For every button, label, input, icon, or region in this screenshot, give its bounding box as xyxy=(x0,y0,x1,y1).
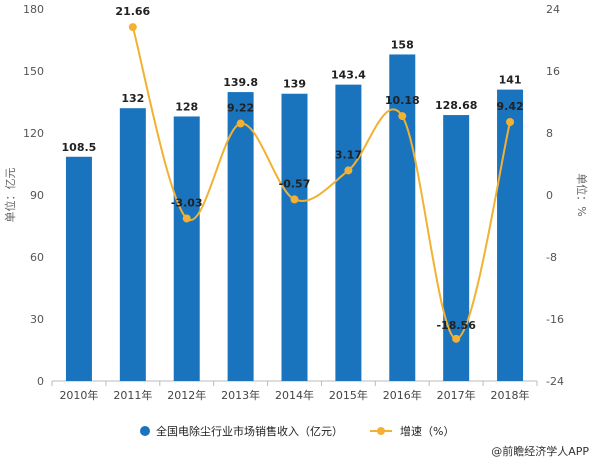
sales-bar xyxy=(173,116,200,381)
left-tick-label: 90 xyxy=(30,189,44,202)
growth-value-label: -0.57 xyxy=(279,177,311,190)
right-tick-label: -24 xyxy=(546,375,564,388)
growth-point xyxy=(128,23,137,32)
bar-labels: 108.5 132 128 139.8 139 143.4 158 128.68 141 xyxy=(62,38,522,153)
sales-bar xyxy=(497,89,524,381)
right-tick-label: -8 xyxy=(546,251,557,264)
growth-value-label: 9.42 xyxy=(496,100,523,113)
x-tick-label: 2017年 xyxy=(437,388,476,402)
sales-bar xyxy=(119,108,146,381)
x-tick-label: 2015年 xyxy=(329,388,368,402)
sales-bar xyxy=(227,92,254,381)
left-axis-title: 单位：亿元 xyxy=(3,168,17,223)
x-tick-label: 2012年 xyxy=(167,388,206,402)
growth-point xyxy=(398,112,407,121)
x-tick-label: 2014年 xyxy=(275,388,314,402)
left-tick-label: 180 xyxy=(23,3,44,16)
x-tick-label: 2011年 xyxy=(113,388,152,402)
bar-value-label: 139.8 xyxy=(223,76,258,89)
x-tick-label: 2018年 xyxy=(491,388,530,402)
legend-bar-label: 全国电除尘行业市场销售收入（亿元） xyxy=(156,424,343,438)
growth-point xyxy=(506,117,515,126)
left-tick-label: 150 xyxy=(23,65,44,78)
legend: 全国电除尘行业市场销售收入（亿元） 增速（%） xyxy=(140,424,454,438)
growth-value-label: -3.03 xyxy=(171,196,203,209)
growth-point xyxy=(452,334,461,343)
right-tick-label: -16 xyxy=(546,313,564,326)
x-tick-label: 2010年 xyxy=(59,388,98,402)
legend-line-dot xyxy=(377,427,385,435)
right-axis-title: 单位：% xyxy=(575,173,589,216)
sales-bar xyxy=(335,84,362,381)
growth-value-label: 10.18 xyxy=(385,94,420,107)
x-tick-label: 2013年 xyxy=(221,388,260,402)
left-tick-label: 0 xyxy=(37,375,44,388)
growth-value-label: 3.17 xyxy=(335,148,362,161)
right-tick-label: 8 xyxy=(546,127,553,140)
growth-point xyxy=(236,119,245,128)
bar-value-label: 128 xyxy=(175,100,198,113)
right-tick-label: 24 xyxy=(546,3,560,16)
left-tick-label: 30 xyxy=(30,313,44,326)
source-label: @前瞻经济学人APP xyxy=(491,444,589,458)
growth-series xyxy=(128,23,515,343)
growth-point xyxy=(290,195,299,204)
x-tick-label: 2016年 xyxy=(383,388,422,402)
legend-line-label: 增速（%） xyxy=(400,424,454,438)
bar-value-label: 143.4 xyxy=(331,69,366,82)
right-tick-label: 0 xyxy=(546,189,553,202)
right-tick-label: 16 xyxy=(546,65,560,78)
bar-value-label: 141 xyxy=(499,74,522,87)
sales-bar xyxy=(65,156,92,381)
growth-value-label: -18.56 xyxy=(436,319,476,332)
bar-series xyxy=(65,54,524,381)
left-tick-label: 60 xyxy=(30,251,44,264)
growth-point xyxy=(182,214,191,223)
growth-point xyxy=(344,166,353,175)
sales-bar xyxy=(281,93,308,381)
left-tick-label: 120 xyxy=(23,127,44,140)
tick-labels: 0 30 60 90 120 150 180 -24 -16 -8 0 8 16 24 2010年 2011年… xyxy=(23,3,564,402)
bar-value-label: 139 xyxy=(283,78,306,91)
bar-value-label: 158 xyxy=(391,38,414,51)
bar-value-label: 132 xyxy=(121,92,144,105)
bar-value-label: 128.68 xyxy=(435,99,477,112)
growth-labels: 21.66 -3.03 9.22 -0.57 3.17 10.18 -18.56 9.42 xyxy=(115,5,523,332)
axes xyxy=(51,380,538,386)
growth-value-label: 9.22 xyxy=(227,102,254,115)
bar-value-label: 108.5 xyxy=(62,141,97,154)
legend-bar-marker xyxy=(140,426,150,436)
growth-value-label: 21.66 xyxy=(115,5,150,18)
